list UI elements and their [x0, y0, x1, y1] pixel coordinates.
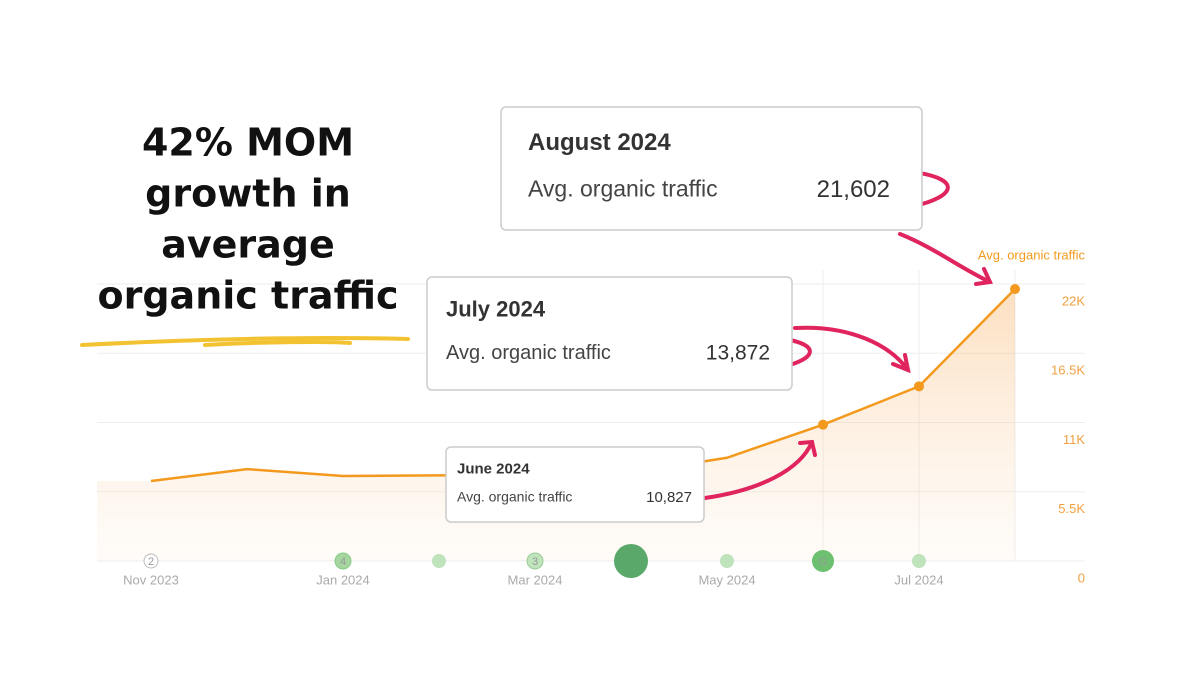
area	[97, 289, 1015, 561]
event-label: 3	[532, 556, 538, 568]
point	[914, 381, 924, 392]
headline: 42% MOM	[142, 121, 354, 165]
tooltip: July 2024 Avg. organic traffic 13,872	[426, 276, 793, 391]
tooltip-value: 13,872	[706, 341, 770, 364]
event-marker	[334, 552, 352, 570]
event-label: 2	[148, 556, 154, 568]
event-marker	[432, 554, 446, 568]
event-label: G	[819, 556, 828, 568]
y-tick-label: 22K	[1062, 293, 1085, 308]
y-tick-label: 5.5K	[1058, 501, 1085, 516]
event-marker	[720, 554, 734, 568]
tooltip: June 2024 Avg. organic traffic 10,827	[445, 446, 705, 523]
x-tick-label: Nov 2023	[123, 572, 179, 587]
legend-label: Avg. organic traffic	[978, 247, 1086, 262]
event-label: 4	[340, 556, 346, 568]
event-marker	[812, 550, 834, 572]
tooltip: August 2024 Avg. organic traffic 21,602	[500, 106, 923, 231]
headline: average	[161, 223, 335, 267]
event-marker	[143, 553, 159, 569]
tooltip-value: 10,827	[646, 489, 692, 506]
event-marker	[526, 552, 544, 570]
tooltip-box	[426, 276, 793, 391]
x-tick-label: Jul 2024	[894, 572, 943, 587]
headline: growth in	[145, 172, 351, 216]
tooltip-box	[445, 446, 705, 523]
y-tick-label: 11K	[1063, 432, 1085, 447]
tooltip-title: July 2024	[446, 297, 546, 322]
y-tick-label: 16.5K	[1051, 363, 1085, 378]
tooltip-title: June 2024	[457, 460, 530, 477]
tooltip-label: Avg. organic traffic	[446, 342, 611, 364]
tooltip-title: August 2024	[528, 129, 671, 156]
point	[818, 419, 828, 430]
tooltip-label: Avg. organic traffic	[457, 489, 572, 505]
x-tick-label: Jan 2024	[316, 572, 370, 587]
event-marker	[912, 554, 926, 568]
tooltip-value: 21,602	[817, 176, 890, 203]
tooltip-label: Avg. organic traffic	[528, 176, 718, 202]
point	[1010, 284, 1020, 295]
tooltip-box	[500, 106, 923, 231]
x-tick-label: May 2024	[698, 572, 755, 587]
x-tick-label: Mar 2024	[508, 572, 563, 587]
event-marker	[614, 544, 648, 578]
headline: organic traffic	[98, 274, 399, 318]
y-tick-label: 0	[1078, 570, 1085, 585]
highlight-underline	[80, 335, 410, 347]
